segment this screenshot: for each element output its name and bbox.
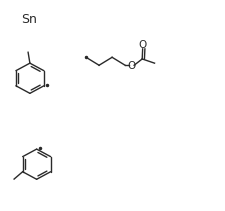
Text: O: O <box>127 61 135 71</box>
Text: O: O <box>138 40 146 50</box>
Text: Sn: Sn <box>21 13 37 26</box>
